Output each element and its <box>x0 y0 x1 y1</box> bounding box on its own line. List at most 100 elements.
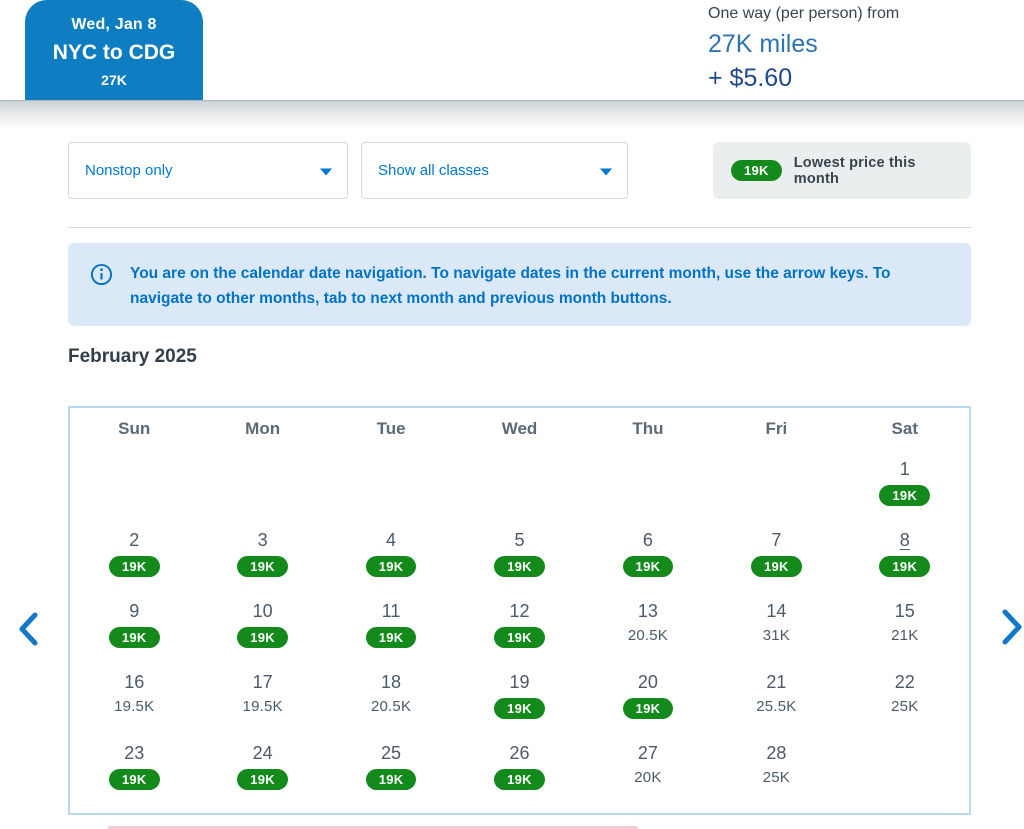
lowest-price-badge: 19K <box>494 769 545 790</box>
lowest-price-badge: 19K <box>237 627 288 648</box>
calendar-navigation-info-banner: You are on the calendar date navigation.… <box>68 243 971 326</box>
price-summary-label: One way (per person) from <box>708 5 900 22</box>
info-banner-text: You are on the calendar date navigation.… <box>130 265 891 307</box>
calendar-day-22[interactable]: 22 25K <box>841 663 969 734</box>
calendar-day-10[interactable]: 10 19K <box>198 592 326 663</box>
weekday-label: Wed <box>501 419 538 438</box>
day-number: 28 <box>766 743 787 763</box>
lowest-price-badge: 19K <box>365 556 417 577</box>
calendar-day-1[interactable]: 1 19K <box>841 450 969 521</box>
day-number: 6 <box>642 530 653 550</box>
day-number: 13 <box>637 601 658 621</box>
calendar-day-19[interactable]: 19 19K <box>455 663 583 734</box>
calendar-day-7[interactable]: 7 19K <box>712 521 840 592</box>
day-number: 27 <box>637 743 658 763</box>
calendar-day-12[interactable]: 12 19K <box>455 592 583 663</box>
flight-card-price: 27K <box>101 72 127 88</box>
calendar-grid: Sun Mon Tue Wed Thu Fri Sat 1 19K 2 19K 3 19K 4 19K 5 1… <box>68 406 971 815</box>
lowest-price-legend-label: Lowest price this month <box>793 154 916 187</box>
day-number: 1 <box>899 459 910 479</box>
classes-filter-dropdown[interactable]: Show all classes <box>361 142 628 199</box>
day-number: 16 <box>124 672 145 692</box>
calendar-day-5[interactable]: 5 19K <box>455 521 583 592</box>
info-icon <box>90 263 113 291</box>
day-number: 8 <box>899 530 910 550</box>
chevron-right-icon <box>1002 609 1022 645</box>
lowest-price-badge: 19K <box>494 627 545 648</box>
calendar-day-16[interactable]: 16 19.5K <box>70 663 198 734</box>
day-number: 15 <box>894 601 915 621</box>
flight-card-date: Wed, Jan 8 <box>71 16 157 33</box>
calendar-day-21[interactable]: 21 25.5K <box>712 663 840 734</box>
lowest-price-badge: 19K <box>879 485 931 506</box>
calendar-day-11[interactable]: 11 19K <box>327 592 455 663</box>
day-number: 11 <box>381 601 401 621</box>
weekday-header-row: Sun Mon Tue Wed Thu Fri Sat <box>70 408 969 450</box>
weekday-label: Sun <box>118 419 151 438</box>
day-number: 2 <box>129 530 140 550</box>
calendar-day-13[interactable]: 13 20.5K <box>584 592 712 663</box>
day-number: 3 <box>257 530 268 550</box>
day-number: 18 <box>381 672 402 692</box>
calendar-day-20[interactable]: 20 19K <box>584 663 712 734</box>
calendar-day-9[interactable]: 9 19K <box>70 592 198 663</box>
calendar-day-14[interactable]: 14 31K <box>712 592 840 663</box>
day-number: 5 <box>514 530 525 550</box>
stops-filter-value: Nonstop only <box>85 162 173 179</box>
lowest-price-badge: 19K <box>108 556 160 577</box>
calendar-day-6[interactable]: 6 19K <box>584 521 712 592</box>
calendar-day-24[interactable]: 24 19K <box>198 734 326 805</box>
header-divider-band <box>0 100 1024 136</box>
weekday-label: Fri <box>765 419 788 438</box>
day-number: 7 <box>771 530 782 550</box>
calendar-day-26[interactable]: 26 19K <box>455 734 583 805</box>
price-summary-miles: 27K miles <box>708 30 818 58</box>
next-section-peek <box>108 826 638 829</box>
price-label: 19.5K <box>242 698 283 715</box>
next-month-button[interactable] <box>1001 607 1024 650</box>
lowest-price-badge: 19K <box>365 769 417 790</box>
classes-filter-value: Show all classes <box>378 162 489 179</box>
price-summary: One way (per person) from 27K miles + $5… <box>708 5 899 93</box>
previous-month-button[interactable] <box>15 610 41 651</box>
month-title: February 2025 <box>68 346 197 367</box>
calendar-day-15[interactable]: 15 21K <box>841 592 969 663</box>
calendar-day-4[interactable]: 4 19K <box>327 521 455 592</box>
selected-flight-card[interactable]: Wed, Jan 8 NYC to CDG 27K <box>25 0 203 102</box>
day-number: 23 <box>124 743 145 763</box>
lowest-price-legend: 19K Lowest price this month <box>713 142 971 199</box>
price-summary-fees: + $5.60 <box>708 64 793 92</box>
weekday-label: Mon <box>245 419 281 438</box>
price-label: 20K <box>634 769 662 786</box>
day-number: 4 <box>386 530 397 550</box>
price-label: 19.5K <box>114 698 155 715</box>
day-number: 19 <box>509 672 530 692</box>
day-number: 22 <box>894 672 915 692</box>
day-number: 17 <box>252 672 273 692</box>
calendar-day-17[interactable]: 17 19.5K <box>198 663 326 734</box>
lowest-price-badge: 19K <box>494 698 545 719</box>
lowest-price-badge: 19K <box>879 556 931 577</box>
price-label: 25K <box>762 769 790 786</box>
lowest-price-badge: 19K <box>750 556 802 577</box>
calendar-day-25[interactable]: 25 19K <box>327 734 455 805</box>
calendar-day-18[interactable]: 18 20.5K <box>327 663 455 734</box>
price-label: 21K <box>891 627 919 644</box>
price-label: 25K <box>891 698 919 715</box>
lowest-price-badge: 19K <box>237 769 288 790</box>
calendar-day-27[interactable]: 27 20K <box>584 734 712 805</box>
day-number: 25 <box>381 743 402 763</box>
calendar-day-23[interactable]: 23 19K <box>70 734 198 805</box>
calendar-day-3[interactable]: 3 19K <box>198 521 326 592</box>
flight-card-route: NYC to CDG <box>52 41 176 64</box>
stops-filter-dropdown[interactable]: Nonstop only <box>68 142 348 199</box>
calendar-day-2[interactable]: 2 19K <box>70 521 198 592</box>
price-label: 20.5K <box>370 698 412 715</box>
price-label: 20.5K <box>627 627 669 644</box>
price-label: 31K <box>762 627 790 644</box>
day-number: 14 <box>766 601 787 621</box>
calendar-day-28[interactable]: 28 25K <box>712 734 840 805</box>
weekday-label: Sat <box>891 419 919 438</box>
calendar-day-8[interactable]: 8 19K <box>841 521 969 592</box>
lowest-price-badge: 19K <box>622 556 674 577</box>
